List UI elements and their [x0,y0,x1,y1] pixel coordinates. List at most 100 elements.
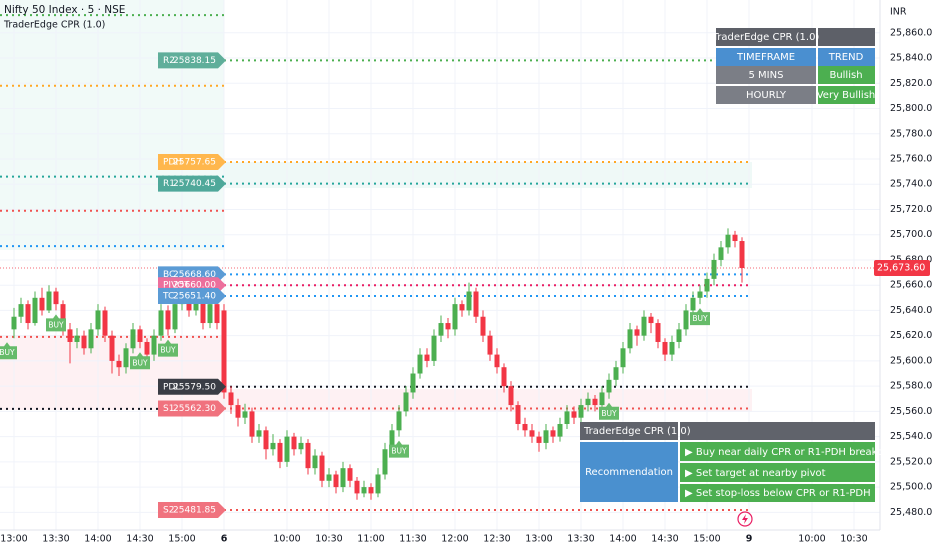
table-header: TIMEFRAME [736,52,795,63]
y-tick-label: 25,620.00 [890,330,932,341]
candle-body [585,398,591,406]
candle-body [690,297,696,311]
candle-body [669,341,675,355]
event-icon[interactable] [737,511,753,527]
candle-body [459,304,465,311]
candle-body [627,329,633,349]
buy-signal [599,402,619,420]
candle-body [424,354,430,361]
recommendation-table: TraderEdge CPR (1.0) Recommendation ▶ Bu… [580,422,894,502]
x-tick-label: 13:00 [0,534,27,545]
level-value: 25660.00 [173,281,216,291]
candle-body [473,291,479,317]
candle-body [634,329,640,336]
table-cell: ▶ Buy near daily CPR or R1-PDH breakout [685,447,894,458]
levels [0,14,880,511]
candle-body [277,442,283,462]
candle-body [256,430,262,437]
cell [680,463,875,482]
buy-signal [46,314,66,332]
candle-body [718,247,724,260]
y-tick-label: 25,720.00 [890,204,932,215]
candle-body [116,360,122,368]
candle-body [613,367,619,380]
candle-body [130,329,136,349]
level-name: R2 [163,56,175,66]
candle-body [368,487,374,494]
level-name: S1 [163,404,174,414]
x-tick-label: 12:30 [483,534,510,545]
table-cell: Bullish [829,70,862,81]
level-name: PDL [163,382,180,392]
candle-body [200,297,206,324]
x-tick-label: 11:30 [399,534,426,545]
cell [818,48,875,66]
y-tick-label: 25,840.00 [890,53,932,64]
candle-body [494,354,500,368]
buy-label: BUY [132,358,148,367]
level-value: 25651.40 [173,292,216,302]
level-value: 25740.45 [173,179,216,189]
level-name: BC [163,270,175,280]
chart-subtitle: TraderEdge CPR (1.0) [3,20,105,31]
candle-body [543,430,549,443]
zone [0,0,224,250]
y-tick-label: 25,580.00 [890,381,932,392]
candle-body [410,373,416,393]
level-name: PIVOT [163,281,190,291]
candle-body [340,468,346,488]
level-name: TC [162,292,174,302]
candle-body [305,442,311,469]
x-tick-label: 11:00 [357,534,384,545]
candle-body [270,442,276,450]
candle-body [347,468,353,481]
y-tick-label: 25,560.00 [890,406,932,417]
x-tick-label: 10:30 [315,534,342,545]
candle-body [137,329,143,342]
level-value: 25562.30 [173,404,216,414]
candle-body [452,304,458,330]
y-tick-label: 25,740.00 [890,179,932,190]
candle-body [291,436,297,450]
cell [716,48,816,66]
x-tick-label: 13:00 [525,534,552,545]
candle-body [74,335,80,342]
candle-body [354,480,360,494]
cell [580,422,678,440]
candle-body [676,329,682,342]
table-title: TraderEdge CPR (1.0) [712,32,820,43]
last-price-box [874,260,930,277]
candle-body [550,430,556,437]
candle-body [158,310,164,336]
candle-body [326,474,332,481]
buy-label: BUY [48,320,64,329]
candle-body [60,304,66,330]
table-label: Recommendation [585,467,673,478]
x-tick-label: 14:00 [84,534,111,545]
candle-body [641,316,647,336]
candle-body [655,323,661,342]
candle-body [529,430,535,437]
candle-body [599,392,605,406]
buy-signal [0,342,17,360]
y-tick-label: 25,520.00 [890,456,932,467]
level-value: 25757.65 [173,157,216,167]
buy-label: BUY [601,409,617,418]
candle-body [53,291,59,305]
candle-body [445,323,451,330]
last-price-label: 25,673.60 [877,263,925,274]
buy-label: BUY [160,346,176,355]
table-title: TraderEdge CPR (1.0) [583,426,691,437]
candle-body [109,335,115,361]
cell [716,86,816,104]
level-label-box [158,378,226,395]
trend-table: TraderEdge CPR (1.0) TIMEFRAME TREND 5 M… [712,28,875,104]
candle-body [95,310,101,330]
candle-body [11,316,17,330]
x-tick-label: 9 [746,534,753,545]
level-value: 25579.50 [173,382,216,392]
chart-title: Nifty 50 Index · 5 · NSE [4,4,125,16]
candle-body [88,329,94,349]
candle-body [312,455,318,469]
